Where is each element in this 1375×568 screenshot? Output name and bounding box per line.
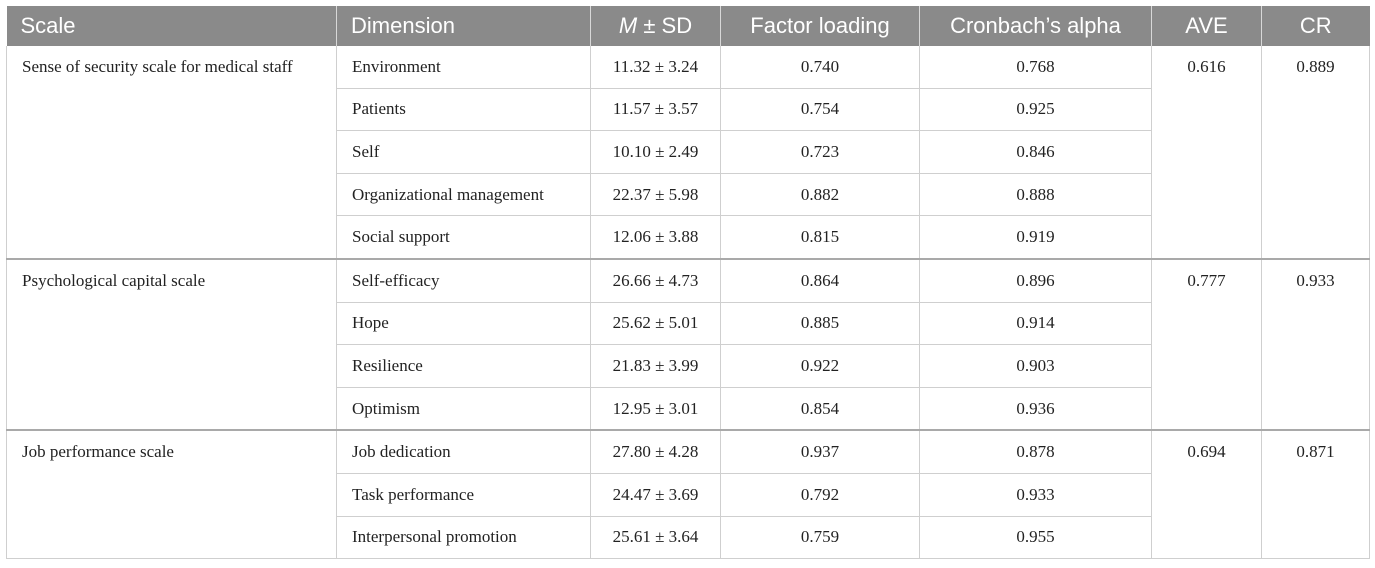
table-row: Sense of security scale for medical staf… xyxy=(6,46,1370,260)
cronbach-alpha-cell: 0.936 xyxy=(919,386,1152,431)
scale-name-cell: Psychological capital scale xyxy=(6,257,337,431)
dimension-cell: Patients xyxy=(336,87,591,132)
table-row: Resilience 21.83 ± 3.99 0.922 0.903 xyxy=(7,344,1370,388)
cronbach-alpha-cell: 0.955 xyxy=(919,515,1152,560)
table-row: Optimism 12.95 ± 3.01 0.854 0.936 xyxy=(7,386,1370,431)
mean-sd-cell: 27.80 ± 4.28 xyxy=(590,429,721,474)
header-row: Scale Dimension M ± SD Factor loading Cr… xyxy=(6,6,1370,46)
dimension-cell: Social support xyxy=(336,215,591,260)
table-row: Hope 25.62 ± 5.01 0.885 0.914 xyxy=(7,301,1370,346)
cronbach-alpha-cell: 0.903 xyxy=(919,344,1152,388)
dimension-cell: Optimism xyxy=(336,386,591,431)
header-mean-sd: M ± SD xyxy=(590,6,721,46)
ave-cell: 0.694 xyxy=(1151,429,1262,560)
factor-loading-cell: 0.792 xyxy=(720,472,920,517)
table-row: Task performance 24.47 ± 3.69 0.792 0.93… xyxy=(7,472,1370,517)
dimension-cell: Organizational management xyxy=(336,172,591,217)
factor-loading-cell: 0.864 xyxy=(720,257,920,303)
cronbach-alpha-cell: 0.878 xyxy=(919,429,1152,474)
ave-cell: 0.777 xyxy=(1151,257,1262,431)
dimension-cell: Resilience xyxy=(336,344,591,388)
mean-sd-cell: 22.37 ± 5.98 xyxy=(590,172,721,217)
factor-loading-cell: 0.740 xyxy=(720,46,920,89)
mean-sd-cell: 10.10 ± 2.49 xyxy=(590,130,721,174)
header-mean-symbol: M xyxy=(618,13,638,38)
header-cronbach-alpha: Cronbach’s alpha xyxy=(919,6,1152,46)
mean-sd-cell: 25.61 ± 3.64 xyxy=(590,515,721,560)
scale-name-cell: Sense of security scale for medical staf… xyxy=(6,46,337,260)
cr-cell: 0.871 xyxy=(1261,429,1370,560)
factor-loading-cell: 0.937 xyxy=(720,429,920,474)
factor-loading-cell: 0.885 xyxy=(720,301,920,346)
dimension-cell: Hope xyxy=(336,301,591,346)
cronbach-alpha-cell: 0.846 xyxy=(919,130,1152,174)
cronbach-alpha-cell: 0.919 xyxy=(919,215,1152,260)
mean-sd-cell: 24.47 ± 3.69 xyxy=(590,472,721,517)
header-ave: AVE xyxy=(1151,6,1262,46)
table-row: Job performance scale Job dedication 27.… xyxy=(6,429,1370,560)
cronbach-alpha-cell: 0.914 xyxy=(919,301,1152,346)
factor-loading-cell: 0.854 xyxy=(720,386,920,431)
mean-sd-cell: 12.06 ± 3.88 xyxy=(590,215,721,260)
table-row: Organizational management 22.37 ± 5.98 0… xyxy=(7,172,1370,217)
cronbach-alpha-cell: 0.768 xyxy=(919,46,1152,89)
mean-sd-cell: 11.57 ± 3.57 xyxy=(590,87,721,132)
cronbach-alpha-cell: 0.925 xyxy=(919,87,1152,132)
reliability-validity-table: Scale Dimension M ± SD Factor loading Cr… xyxy=(6,6,1370,560)
factor-loading-cell: 0.882 xyxy=(720,172,920,217)
table-row: Patients 11.57 ± 3.57 0.754 0.925 xyxy=(7,87,1370,132)
cronbach-alpha-cell: 0.933 xyxy=(919,472,1152,517)
table-row: Social support 12.06 ± 3.88 0.815 0.919 xyxy=(7,215,1370,260)
factor-loading-cell: 0.759 xyxy=(720,515,920,560)
header-dimension: Dimension xyxy=(336,6,591,46)
header-cr: CR xyxy=(1261,6,1370,46)
mean-sd-cell: 25.62 ± 5.01 xyxy=(590,301,721,346)
dimension-cell: Job dedication xyxy=(336,429,591,474)
mean-sd-cell: 12.95 ± 3.01 xyxy=(590,386,721,431)
cronbach-alpha-cell: 0.896 xyxy=(919,257,1152,303)
cr-cell: 0.933 xyxy=(1261,257,1370,431)
factor-loading-cell: 0.723 xyxy=(720,130,920,174)
table-row: Psychological capital scale Self-efficac… xyxy=(6,257,1370,431)
mean-sd-cell: 11.32 ± 3.24 xyxy=(590,46,721,89)
factor-loading-cell: 0.754 xyxy=(720,87,920,132)
table-row: Interpersonal promotion 25.61 ± 3.64 0.7… xyxy=(7,515,1370,560)
dimension-cell: Self-efficacy xyxy=(336,257,591,303)
dimension-cell: Self xyxy=(336,130,591,174)
header-sd-label: ± SD xyxy=(637,13,693,38)
scale-name-cell: Job performance scale xyxy=(6,429,337,560)
header-factor-loading: Factor loading xyxy=(720,6,920,46)
mean-sd-cell: 21.83 ± 3.99 xyxy=(590,344,721,388)
cr-cell: 0.889 xyxy=(1261,46,1370,260)
factor-loading-cell: 0.815 xyxy=(720,215,920,260)
dimension-cell: Interpersonal promotion xyxy=(336,515,591,560)
cronbach-alpha-cell: 0.888 xyxy=(919,172,1152,217)
ave-cell: 0.616 xyxy=(1151,46,1262,260)
factor-loading-cell: 0.922 xyxy=(720,344,920,388)
mean-sd-cell: 26.66 ± 4.73 xyxy=(590,257,721,303)
dimension-cell: Task performance xyxy=(336,472,591,517)
dimension-cell: Environment xyxy=(336,46,591,89)
table-row: Self 10.10 ± 2.49 0.723 0.846 xyxy=(7,130,1370,174)
header-scale: Scale xyxy=(6,6,337,46)
